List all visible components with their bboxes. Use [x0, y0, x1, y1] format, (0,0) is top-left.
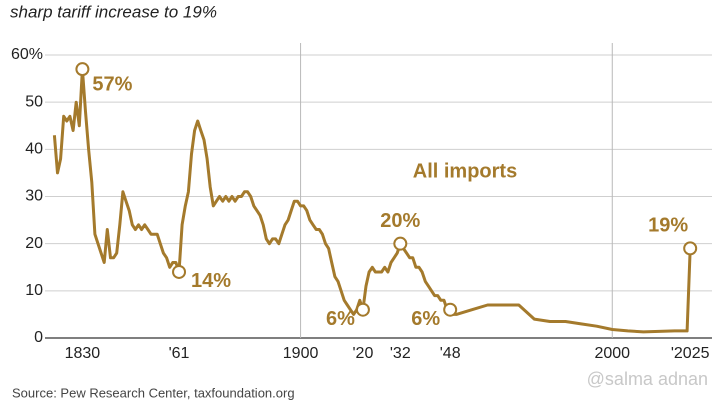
- x-tick-label: 2000: [594, 345, 630, 362]
- y-tick-label: 60%: [11, 46, 43, 63]
- y-tick-label: 40: [25, 141, 43, 158]
- annotation-marker: [355, 302, 370, 317]
- y-tick-label: 0: [34, 329, 43, 346]
- series-line: [52, 67, 692, 334]
- x-tick-label: '2025: [671, 345, 710, 362]
- annotation-marker: [443, 302, 458, 317]
- annotation-marker: [75, 62, 90, 77]
- annotation-label: 6%: [411, 308, 440, 330]
- y-tick-label: 10: [25, 282, 43, 299]
- annotation-label: 57%: [92, 73, 132, 95]
- x-tick-label: '61: [169, 345, 190, 362]
- annotation-marker: [172, 264, 187, 279]
- x-tick-label: 1830: [65, 345, 101, 362]
- x-tick-label: '32: [390, 345, 411, 362]
- annotation-marker: [683, 241, 698, 256]
- y-tick-label: 20: [25, 235, 43, 252]
- annotation-label: 19%: [648, 215, 688, 237]
- chart-subtitle: sharp tariff increase to 19%: [10, 2, 217, 21]
- series-label: All imports: [413, 160, 517, 182]
- x-tick-label: 1900: [283, 345, 319, 362]
- annotation-marker: [393, 236, 408, 251]
- annotation-label: 20%: [380, 210, 420, 232]
- x-tick-label: '20: [352, 345, 373, 362]
- y-tick-label: 30: [25, 188, 43, 205]
- y-tick-label: 50: [25, 93, 43, 110]
- source-note: Source: Pew Research Center, taxfoundati…: [12, 385, 295, 400]
- annotation-label: 6%: [326, 308, 355, 330]
- x-tick-label: '48: [440, 345, 461, 362]
- annotation-label: 14%: [191, 270, 231, 292]
- watermark: @salma adnan: [587, 369, 708, 389]
